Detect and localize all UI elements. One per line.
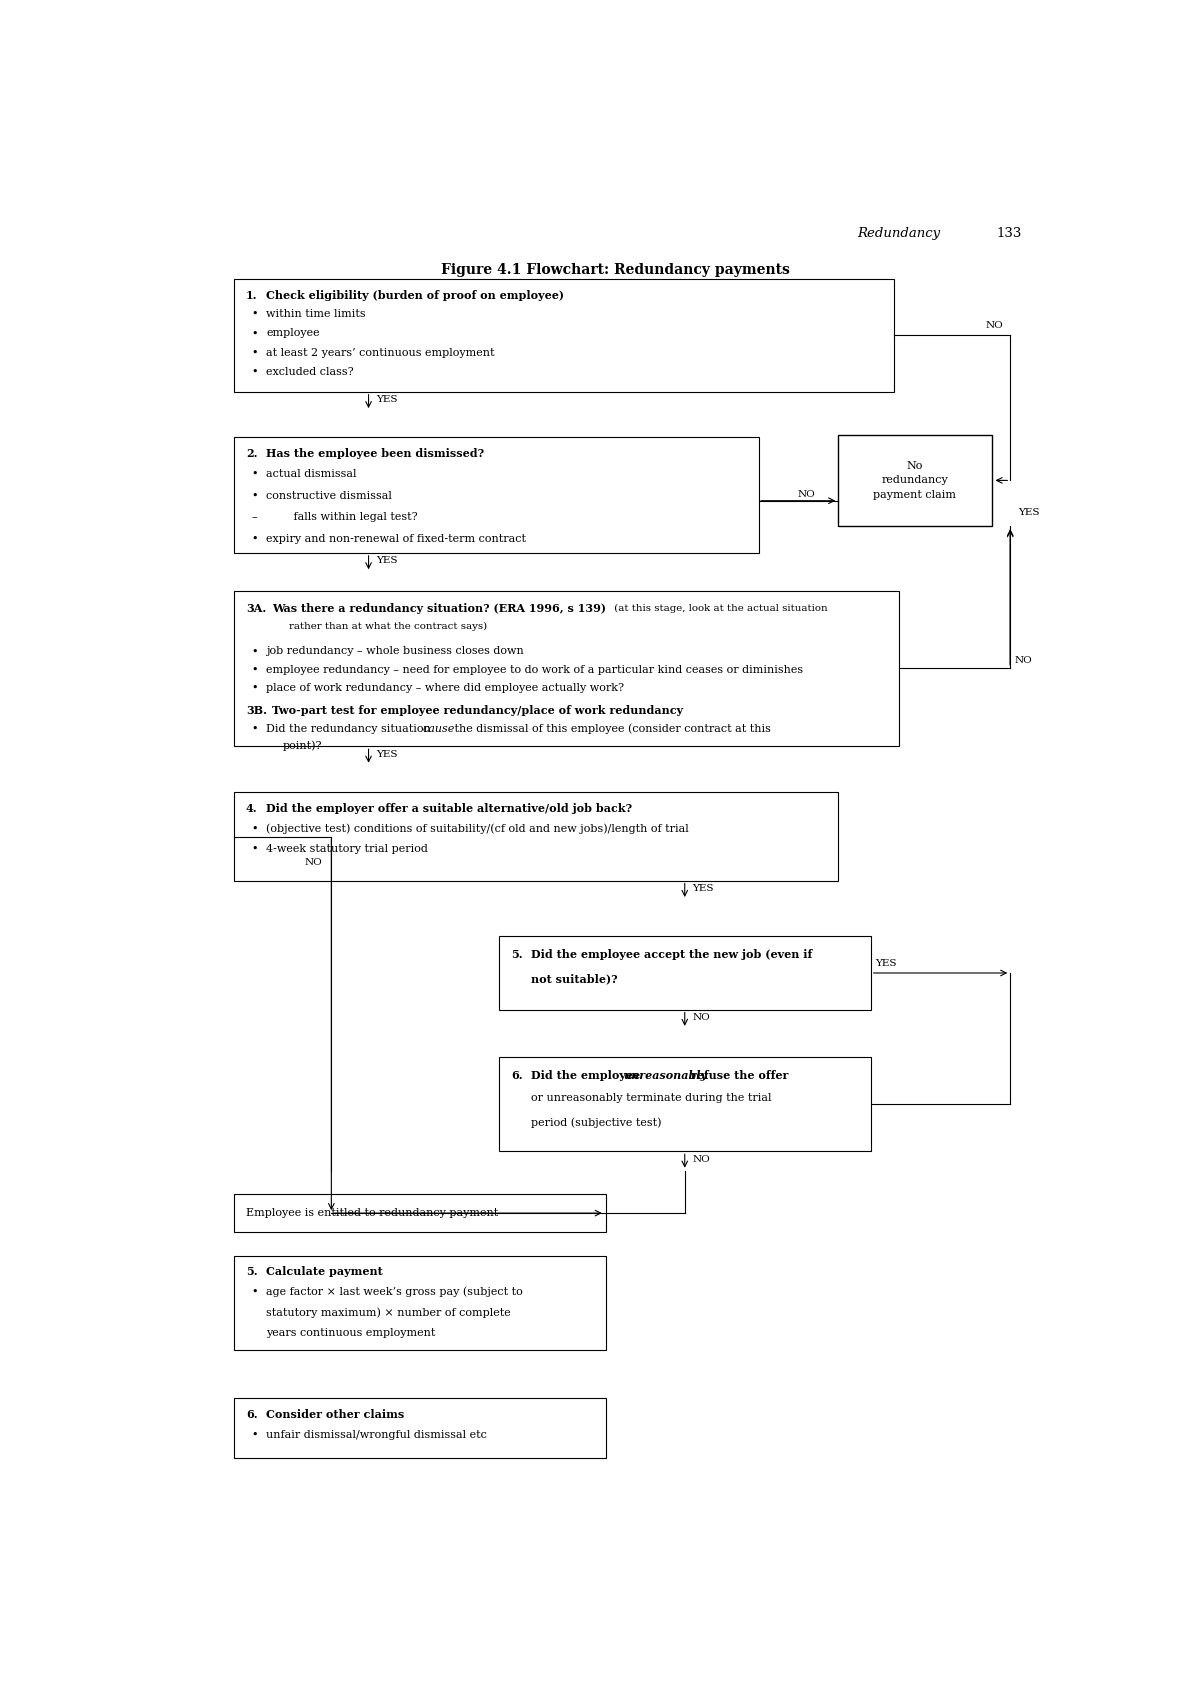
- Text: 4.: 4.: [246, 803, 258, 815]
- Text: years continuous employment: years continuous employment: [266, 1328, 436, 1338]
- Text: the dismissal of this employee (consider contract at this: the dismissal of this employee (consider…: [451, 723, 772, 734]
- Text: No
redundancy
payment claim: No redundancy payment claim: [874, 460, 956, 501]
- Text: YES: YES: [876, 959, 896, 968]
- Text: not suitable)?: not suitable)?: [532, 973, 618, 983]
- Text: 6.: 6.: [246, 1409, 258, 1420]
- Text: •: •: [251, 647, 258, 657]
- Text: •: •: [251, 348, 258, 358]
- Text: falls within legal test?: falls within legal test?: [283, 513, 418, 521]
- FancyBboxPatch shape: [234, 793, 839, 881]
- Text: employee: employee: [266, 328, 320, 338]
- FancyBboxPatch shape: [234, 278, 894, 392]
- Text: age factor × last week’s gross pay (subject to: age factor × last week’s gross pay (subj…: [266, 1287, 523, 1297]
- Text: YES: YES: [1018, 508, 1039, 518]
- Text: statutory maximum) × number of complete: statutory maximum) × number of complete: [266, 1307, 511, 1318]
- Text: Figure 4.1 Flowchart: Redundancy payments: Figure 4.1 Flowchart: Redundancy payment…: [440, 263, 790, 277]
- Text: 1.: 1.: [246, 290, 257, 301]
- Text: NO: NO: [797, 489, 815, 499]
- Text: –: –: [251, 513, 257, 521]
- Text: YES: YES: [376, 749, 397, 759]
- Text: or unreasonably terminate during the trial: or unreasonably terminate during the tri…: [532, 1094, 772, 1104]
- Text: Did the redundancy situation: Did the redundancy situation: [266, 723, 434, 734]
- Text: Two-part test for employee redundancy/place of work redundancy: Two-part test for employee redundancy/pl…: [272, 705, 683, 717]
- Text: (objective test) conditions of suitability/(cf old and new jobs)/length of trial: (objective test) conditions of suitabili…: [266, 824, 689, 834]
- Text: •: •: [251, 683, 258, 693]
- Text: •: •: [251, 367, 258, 377]
- Text: Calculate payment: Calculate payment: [266, 1267, 383, 1277]
- Text: Did the employer offer a suitable alternative/old job back?: Did the employer offer a suitable altern…: [266, 803, 632, 815]
- Text: NO: NO: [985, 321, 1003, 329]
- FancyBboxPatch shape: [234, 591, 899, 747]
- Text: Check eligibility (burden of proof on employee): Check eligibility (burden of proof on em…: [266, 290, 564, 301]
- FancyBboxPatch shape: [234, 436, 760, 554]
- Text: 4-week statutory trial period: 4-week statutory trial period: [266, 844, 428, 854]
- Text: 5.: 5.: [511, 949, 522, 961]
- Text: Was there a redundancy situation? (ERA 1996, s 139): Was there a redundancy situation? (ERA 1…: [272, 603, 606, 615]
- FancyBboxPatch shape: [839, 435, 991, 526]
- Text: job redundancy – whole business closes down: job redundancy – whole business closes d…: [266, 647, 524, 657]
- Text: •: •: [251, 533, 258, 543]
- Text: rather than at what the contract says): rather than at what the contract says): [288, 621, 487, 630]
- Text: period (subjective test): period (subjective test): [532, 1117, 662, 1127]
- Text: at least 2 years’ continuous employment: at least 2 years’ continuous employment: [266, 348, 494, 358]
- Text: YES: YES: [376, 396, 397, 404]
- Text: 6.: 6.: [511, 1070, 522, 1080]
- Text: actual dismissal: actual dismissal: [266, 469, 356, 479]
- Text: cause: cause: [422, 723, 455, 734]
- Text: •: •: [251, 664, 258, 674]
- Text: place of work redundancy – where did employee actually work?: place of work redundancy – where did emp…: [266, 683, 624, 693]
- Text: NO: NO: [692, 1012, 710, 1022]
- Text: excluded class?: excluded class?: [266, 367, 354, 377]
- FancyBboxPatch shape: [234, 1399, 606, 1457]
- Text: constructive dismissal: constructive dismissal: [266, 491, 392, 501]
- Text: NO: NO: [1015, 655, 1033, 666]
- Text: •: •: [251, 723, 258, 734]
- Text: Has the employee been dismissed?: Has the employee been dismissed?: [266, 448, 485, 458]
- Text: (at this stage, look at the actual situation: (at this stage, look at the actual situa…: [611, 603, 828, 613]
- Text: NO: NO: [305, 857, 322, 868]
- Text: NO: NO: [692, 1155, 710, 1163]
- Text: refuse the offer: refuse the offer: [686, 1070, 788, 1080]
- Text: •: •: [251, 1430, 258, 1440]
- Text: 133: 133: [996, 228, 1021, 241]
- FancyBboxPatch shape: [499, 1056, 871, 1151]
- Text: Did the employee accept the new job (even if: Did the employee accept the new job (eve…: [532, 949, 812, 961]
- Text: 3B.: 3B.: [246, 705, 266, 717]
- Text: expiry and non-renewal of fixed-term contract: expiry and non-renewal of fixed-term con…: [266, 533, 527, 543]
- Text: •: •: [251, 824, 258, 834]
- Text: YES: YES: [692, 885, 714, 893]
- Text: 2.: 2.: [246, 448, 257, 458]
- Text: •: •: [251, 844, 258, 854]
- FancyBboxPatch shape: [234, 1194, 606, 1231]
- Text: 5.: 5.: [246, 1267, 258, 1277]
- Text: 3A.: 3A.: [246, 603, 266, 615]
- Text: •: •: [251, 491, 258, 501]
- Text: •: •: [251, 469, 258, 479]
- Text: •: •: [251, 1287, 258, 1297]
- Text: employee redundancy – need for employee to do work of a particular kind ceases o: employee redundancy – need for employee …: [266, 664, 803, 674]
- Text: •: •: [251, 309, 258, 319]
- Text: •: •: [251, 328, 258, 338]
- Text: Consider other claims: Consider other claims: [266, 1409, 404, 1420]
- Text: Employee is entitled to redundancy payment: Employee is entitled to redundancy payme…: [246, 1207, 498, 1217]
- Text: Did the employee: Did the employee: [532, 1070, 644, 1080]
- Text: YES: YES: [376, 557, 397, 565]
- Text: unreasonably: unreasonably: [623, 1070, 707, 1080]
- Text: unfair dismissal/wrongful dismissal etc: unfair dismissal/wrongful dismissal etc: [266, 1430, 487, 1440]
- Text: Redundancy: Redundancy: [857, 228, 940, 241]
- Text: within time limits: within time limits: [266, 309, 366, 319]
- Text: point)?: point)?: [283, 740, 323, 752]
- FancyBboxPatch shape: [234, 1255, 606, 1350]
- FancyBboxPatch shape: [499, 937, 871, 1010]
